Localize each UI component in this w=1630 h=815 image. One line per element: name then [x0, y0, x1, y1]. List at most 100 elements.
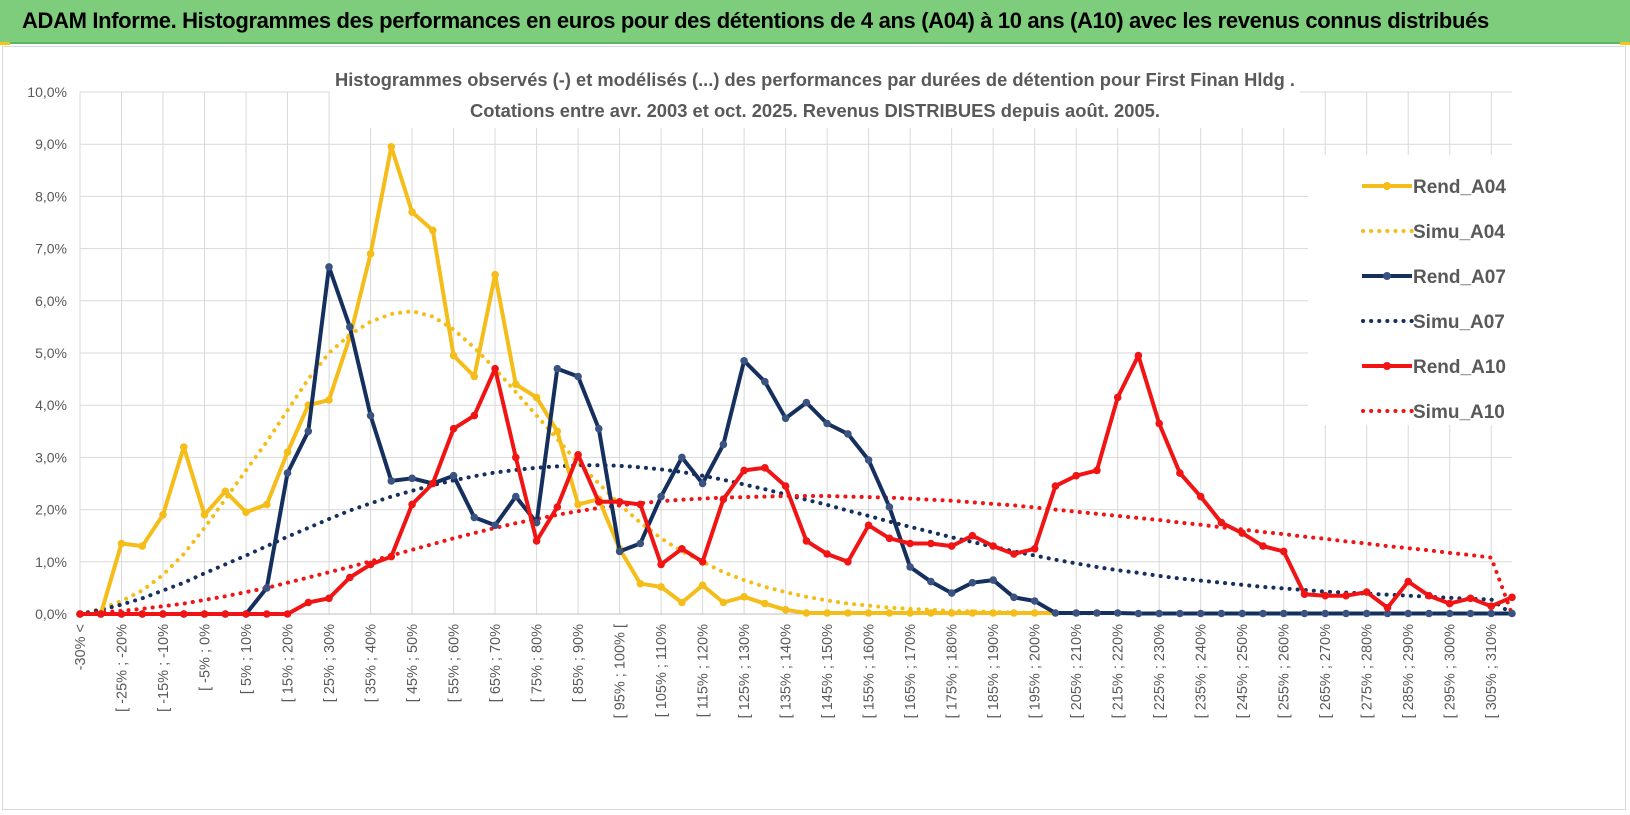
legend-label: Rend_A10: [1413, 357, 1506, 378]
series-line: [80, 264, 1512, 616]
data-point: [512, 380, 520, 389]
data-point: [989, 542, 997, 550]
x-tick-label: [ -5% ; 0%: [198, 624, 214, 691]
data-point: [1466, 609, 1475, 618]
y-axis: 0,0% 1,0% 2,0% 3,0% 4,0% 5,0% 6,0% 7,0% 8,0% 9,0%…: [27, 84, 67, 622]
x-tick-label: [ 225% ; 230%: [1152, 624, 1168, 718]
data-point: [159, 610, 167, 618]
data-point: [283, 469, 292, 477]
legend: Rend_A04 Simu_A04 Rend_A07 Simu_A07 Rend_A10…: [1361, 177, 1506, 423]
data-point: [221, 487, 230, 496]
x-tick-label: [ 95% ; 100% [: [613, 624, 629, 718]
y-tick-label: 4,0%: [35, 397, 67, 413]
data-point: [346, 573, 354, 582]
data-point: [864, 456, 873, 464]
data-point: [1238, 609, 1246, 618]
data-point: [615, 498, 624, 506]
data-point: [1425, 609, 1433, 618]
data-point: [574, 451, 582, 459]
data-point: [1093, 466, 1101, 475]
data-point: [1155, 609, 1163, 618]
data-point: [1030, 609, 1039, 617]
data-point: [470, 411, 479, 420]
legend-item-simu-a07: Simu_A07: [1361, 312, 1505, 333]
data-point: [1051, 609, 1060, 617]
data-point: [491, 364, 499, 373]
legend-label: Simu_A07: [1413, 312, 1505, 333]
y-tick-label: 1,0%: [35, 554, 67, 570]
data-point: [823, 609, 831, 617]
series-line: [78, 494, 1514, 616]
x-tick-label: [ 245% ; 250%: [1235, 624, 1251, 718]
series-line: [78, 309, 1099, 616]
data-point: [1217, 518, 1226, 527]
data-point: [595, 498, 603, 506]
data-point: [740, 357, 748, 365]
data-point: [325, 263, 333, 271]
chart-title-line-1: Histogrammes observés (-) et modélisés (…: [335, 69, 1295, 90]
data-point: [1279, 609, 1288, 618]
x-tick-label: [ 115% ; 120%: [696, 624, 712, 717]
data-point: [844, 430, 852, 438]
banner-corner-right: [1620, 42, 1630, 45]
data-point: [781, 606, 790, 614]
data-point: [1176, 609, 1184, 618]
series-layer: [76, 143, 1516, 618]
y-tick-label: 5,0%: [35, 345, 67, 361]
data-point: [989, 576, 997, 584]
x-axis: -30% < [ -25% ; -20% [ -15% ; -10% [ -5% ; …: [73, 624, 1500, 718]
data-point: [553, 364, 562, 373]
data-point: [1342, 591, 1350, 600]
data-point: [532, 393, 541, 402]
data-point: [885, 609, 894, 617]
banner-corner-left: [0, 42, 10, 45]
chart-title-line-2: Cotations entre avr. 2003 et oct. 2025. …: [470, 100, 1160, 121]
data-point: [761, 464, 769, 472]
data-point: [1176, 469, 1184, 477]
data-point: [719, 495, 728, 504]
data-point: [1445, 609, 1454, 618]
data-point: [761, 377, 769, 386]
x-tick-label: [ 255% ; 260%: [1277, 624, 1293, 718]
data-point: [574, 500, 582, 509]
data-point: [1383, 603, 1392, 612]
data-point: [719, 598, 728, 607]
data-point: [885, 534, 894, 543]
data-point: [678, 453, 686, 462]
data-point: [408, 500, 416, 509]
x-tick-label: [ -25% ; -20%: [115, 624, 131, 712]
data-point: [719, 440, 728, 449]
data-point: [242, 610, 250, 618]
data-point: [927, 609, 935, 617]
x-tick-label: [ 265% ; 270%: [1318, 624, 1334, 718]
y-tick-label: 9,0%: [35, 136, 67, 152]
data-point: [698, 479, 707, 488]
legend-label: Rend_A04: [1413, 177, 1506, 198]
data-point: [947, 609, 956, 617]
data-point: [283, 448, 292, 457]
data-point: [1155, 419, 1163, 428]
y-tick-label: 3,0%: [35, 449, 67, 465]
data-point: [968, 578, 977, 587]
x-tick-label: [ 185% ; 190%: [986, 624, 1002, 718]
data-point: [325, 396, 333, 404]
x-tick-label: [ 275% ; 280%: [1360, 624, 1376, 718]
data-point: [1134, 609, 1143, 618]
data-point: [1279, 547, 1288, 556]
x-tick-label: [ 65% ; 70%: [488, 624, 504, 702]
data-point: [470, 513, 479, 522]
data-point: [429, 479, 437, 488]
x-tick-label: [ 305% ; 310%: [1484, 624, 1500, 718]
y-tick-label: 8,0%: [35, 188, 67, 204]
data-point: [408, 208, 416, 216]
data-point: [968, 609, 977, 617]
legend-item-rend-a04: Rend_A04: [1362, 177, 1506, 198]
data-point: [678, 598, 686, 607]
data-point: [138, 610, 147, 618]
data-point: [989, 609, 997, 617]
data-point: [387, 143, 396, 151]
data-point: [698, 558, 707, 566]
data-point: [1134, 351, 1143, 360]
data-point: [1300, 609, 1309, 618]
data-point: [1487, 602, 1495, 610]
